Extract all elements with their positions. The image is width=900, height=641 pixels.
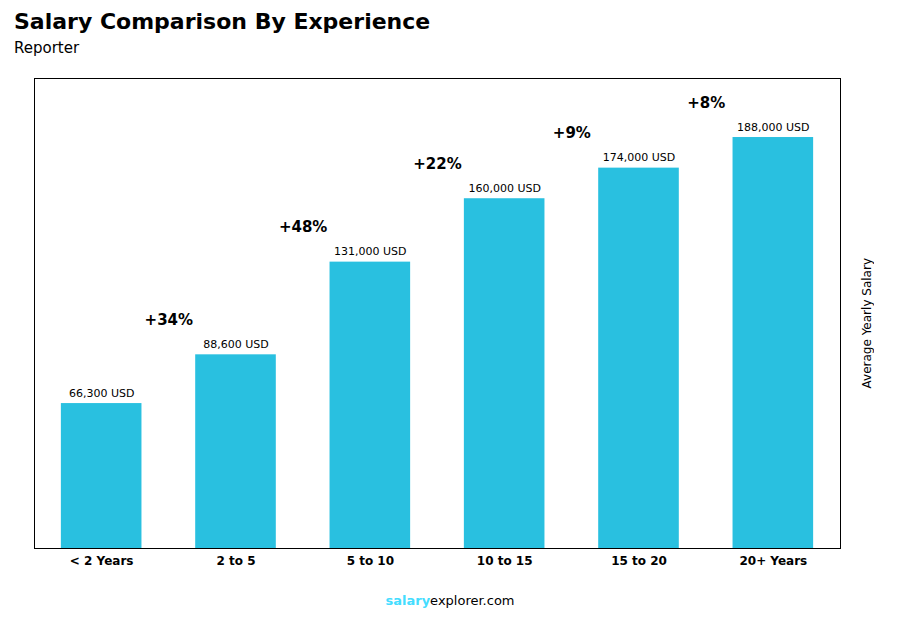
html-text:Salary Comparison By Experienc: Salary Comparison By Experience: [14, 9, 431, 34]
svg-text:5 to 10: 5 to 10: [347, 554, 394, 568]
svg-text:15 to 20: 15 to 20: [611, 554, 667, 568]
svg-text:174,000 USD: 174,000 USD: [603, 151, 676, 164]
svg-text:+48%: +48%: [279, 218, 327, 236]
svg-text:88,600 USD: 88,600 USD: [203, 338, 269, 351]
svg-text:10 to 15: 10 to 15: [477, 554, 533, 568]
svg-text:+34%: +34%: [145, 311, 193, 329]
svg-text:131,000 USD: 131,000 USD: [334, 245, 407, 258]
svg-text:188,000 USD: 188,000 USD: [737, 121, 810, 134]
svg-text:+22%: +22%: [413, 155, 461, 173]
svg-text:66,300 USD: 66,300 USD: [69, 387, 134, 400]
html-text:salary explorer.com: salary explorer.com: [385, 593, 515, 608]
html-text:Average Yearly Salary: Average Yearly Salary: [860, 257, 874, 389]
html-text:Reporter: Reporter: [14, 39, 80, 57]
svg-text:160,000 USD: 160,000 USD: [468, 182, 540, 195]
svg-text:2 to 5: 2 to 5: [216, 554, 255, 568]
svg-text:20+ Years: 20+ Years: [739, 554, 807, 568]
svg-text:+9%: +9%: [553, 124, 591, 142]
svg-text:< 2 Years: < 2 Years: [70, 554, 134, 568]
svg-text:+8%: +8%: [687, 94, 725, 112]
